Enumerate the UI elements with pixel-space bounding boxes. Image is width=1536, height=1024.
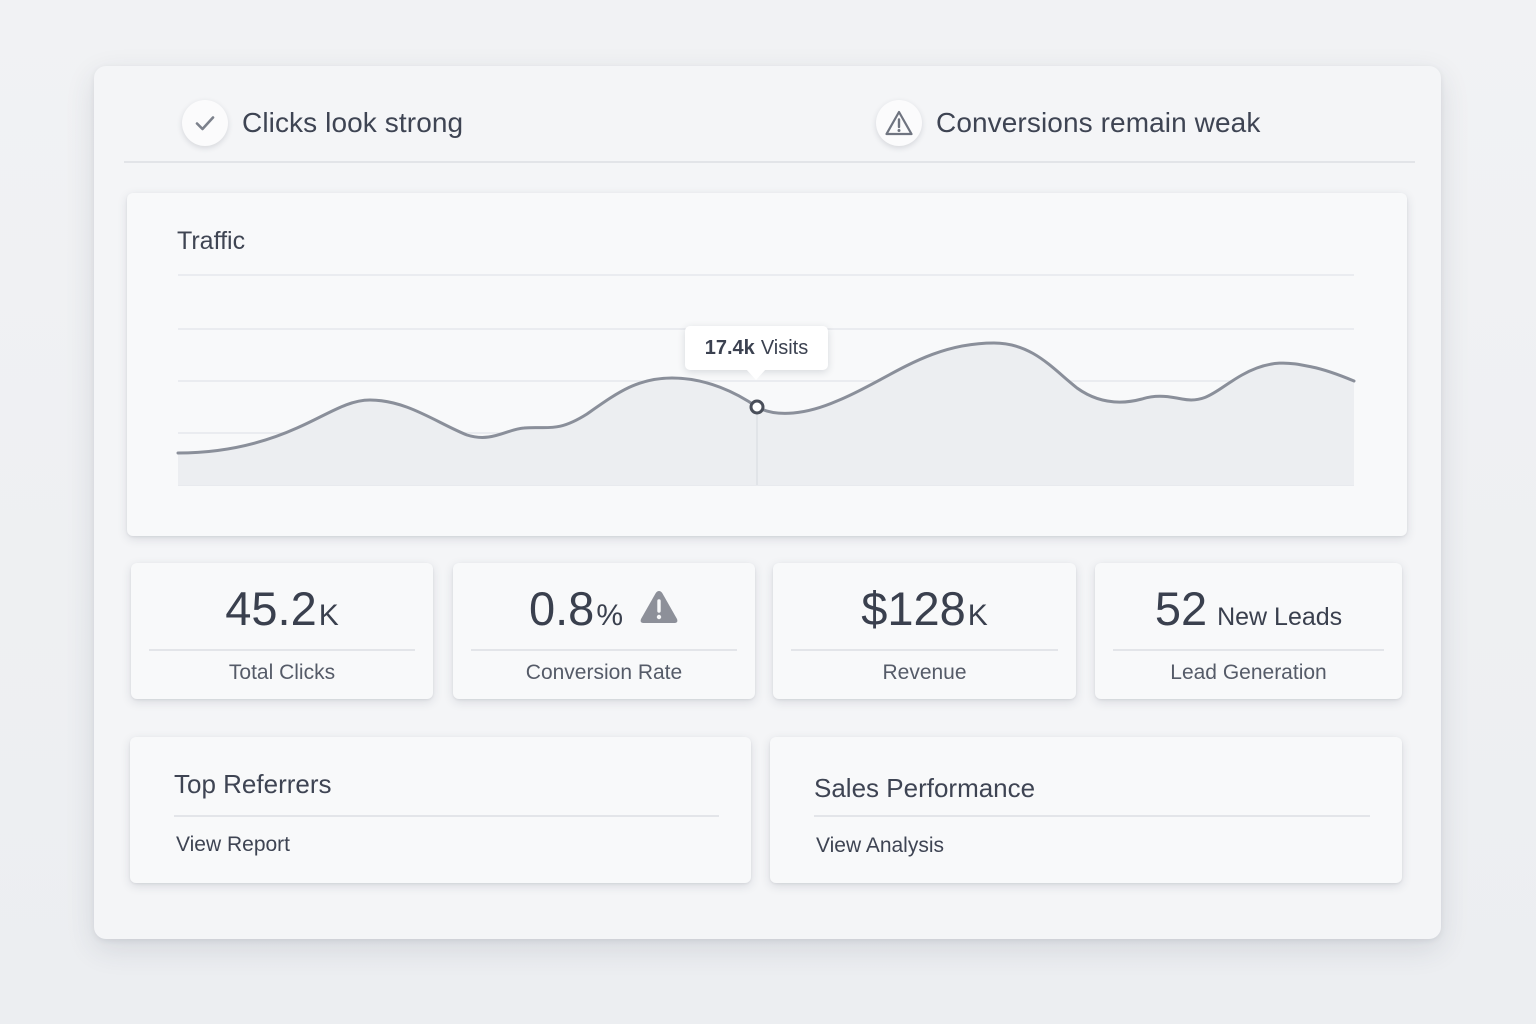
kpi-value: 45.2 K xyxy=(131,581,433,636)
kpi-label: Revenue xyxy=(882,661,967,684)
status-negative-text: Conversions remain weak xyxy=(936,107,1261,138)
traffic-line xyxy=(176,341,1356,455)
kpi-label: Conversion Rate xyxy=(525,661,683,684)
kpi-number: 0.8 xyxy=(528,582,595,635)
kpi-label: Total Clicks xyxy=(228,661,336,684)
kpi-divider xyxy=(149,649,415,651)
warning-icon xyxy=(639,581,679,636)
card-divider xyxy=(814,815,1370,817)
view-report-link[interactable]: View Report xyxy=(176,833,291,856)
kpi-suffix: % xyxy=(596,599,624,632)
kpi-value: 52 New Leads xyxy=(1095,581,1402,636)
traffic-panel: Traffic 17.4k Visits xyxy=(127,193,1407,536)
kpi-suffix: K xyxy=(967,599,988,632)
kpi-suffix: K xyxy=(318,599,339,632)
card-divider xyxy=(174,815,719,817)
traffic-area xyxy=(178,343,1354,485)
status-positive: Clicks look strong xyxy=(182,99,463,147)
sales-performance-card: Sales Performance View Analysis xyxy=(770,737,1402,883)
status-negative: Conversions remain weak xyxy=(876,99,1260,147)
dashboard-board: Clicks look strong Conversions remain we… xyxy=(94,66,1441,939)
tooltip-unit: Visits xyxy=(760,336,809,359)
traffic-tooltip: 17.4k Visits xyxy=(685,326,828,380)
kpi-divider xyxy=(471,649,737,651)
top-referrers-card: Top Referrers View Report xyxy=(130,737,751,883)
kpi-divider xyxy=(791,649,1058,651)
kpi-label: Lead Generation xyxy=(1170,661,1327,684)
warning-triangle-icon xyxy=(876,100,922,146)
view-analysis-link[interactable]: View Analysis xyxy=(816,834,945,857)
kpi-number: 45.2 xyxy=(225,582,317,635)
traffic-title: Traffic xyxy=(177,227,246,255)
kpi-lead-generation[interactable]: 52 New Leads Lead Generation xyxy=(1095,563,1402,699)
tooltip-value: 17.4k xyxy=(704,336,755,359)
tooltip-point[interactable] xyxy=(749,399,765,415)
status-summary: Clicks look strong Conversions remain we… xyxy=(94,66,1441,163)
kpi-value: 0.8% xyxy=(453,581,755,636)
card-title: Sales Performance xyxy=(814,773,1036,803)
kpi-number: $128 xyxy=(861,582,966,635)
kpi-number: 52 xyxy=(1154,582,1208,635)
status-divider xyxy=(124,161,1415,163)
kpi-conversion-rate[interactable]: 0.8% Conversion Rate xyxy=(453,563,755,699)
kpi-divider xyxy=(1113,649,1384,651)
check-icon xyxy=(182,100,228,146)
card-title: Top Referrers xyxy=(174,769,332,799)
kpi-revenue[interactable]: $128 K Revenue xyxy=(773,563,1076,699)
kpi-total-clicks[interactable]: 45.2 K Total Clicks xyxy=(131,563,433,699)
kpi-value: $128 K xyxy=(773,581,1076,636)
status-positive-text: Clicks look strong xyxy=(242,107,464,138)
kpi-unit: New Leads xyxy=(1217,603,1343,631)
